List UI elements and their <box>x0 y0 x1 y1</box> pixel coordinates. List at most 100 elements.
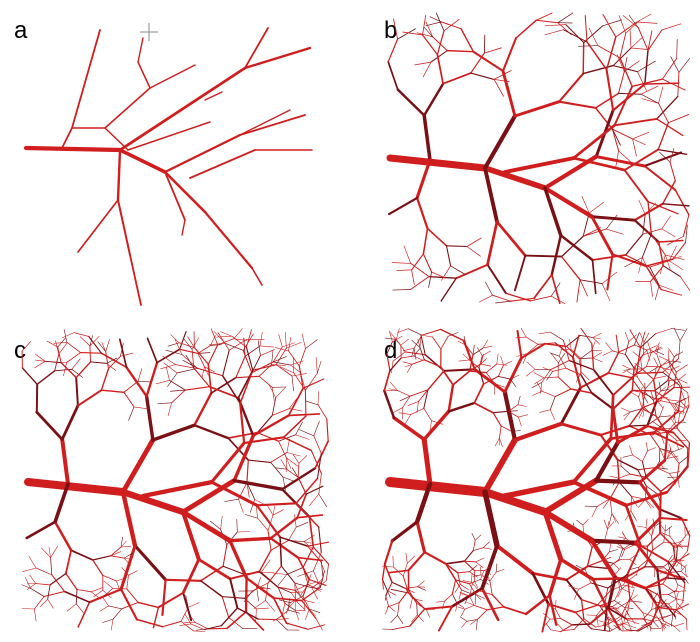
vessel-segment <box>586 41 608 71</box>
vessel-segment <box>638 396 643 409</box>
vessel-segment <box>626 619 640 625</box>
vessel-segment <box>210 328 219 346</box>
vessel-segment <box>275 364 293 377</box>
vessel-segment <box>642 618 653 629</box>
vessel-segment <box>469 571 478 578</box>
vessel-segment <box>166 366 170 381</box>
vessel-segment <box>123 557 133 560</box>
vessel-segment <box>385 605 389 615</box>
vessel-segment <box>590 215 614 256</box>
vessel-segment <box>286 457 292 469</box>
vessel-segment <box>176 367 198 374</box>
vessel-segment <box>669 541 676 549</box>
vessel-segment <box>436 30 445 56</box>
vessel-segment <box>89 335 93 347</box>
vessel-segment <box>426 608 436 611</box>
vessel-segment <box>414 481 433 525</box>
vessel-segment <box>288 350 300 367</box>
vessel-segment <box>168 379 186 391</box>
vessel-segment <box>567 585 579 590</box>
vessel-segment <box>599 600 615 607</box>
vessel-segment <box>667 114 690 124</box>
vessel-segment <box>544 343 568 348</box>
vessel-segment <box>464 605 475 610</box>
vessel-segment <box>287 609 300 614</box>
vessel-segment <box>679 276 691 291</box>
vessel-segment <box>260 559 271 573</box>
vessel-segment <box>629 29 632 49</box>
vessel-segment <box>550 273 561 305</box>
vessel-segment <box>226 531 238 546</box>
vessel-segment <box>641 460 647 478</box>
vessel-segment <box>237 531 251 533</box>
vessel-segment <box>229 577 239 609</box>
vessel-segment <box>655 467 670 474</box>
vessel-segment <box>520 342 546 360</box>
vessel-segment <box>645 441 648 452</box>
vessel-segment <box>462 353 470 361</box>
vessel-segment <box>384 590 388 601</box>
vessel-segment <box>405 586 418 589</box>
vessel-segment <box>233 328 243 340</box>
vessel-segment <box>620 622 627 630</box>
vessel-segment <box>445 245 468 248</box>
vessel-segment <box>607 521 615 530</box>
vessel-segment <box>656 95 679 120</box>
vessel-segment <box>445 563 457 581</box>
vessel-segment <box>489 580 493 596</box>
vessel-segment <box>445 560 466 565</box>
vessel-segment <box>35 583 51 586</box>
vessel-segment <box>628 573 638 581</box>
vessel-segment <box>661 614 674 619</box>
vessel-segment <box>455 263 489 280</box>
vessel-segment <box>224 342 244 351</box>
vessel-segment <box>642 612 649 629</box>
vessel-segment <box>221 596 245 599</box>
vessel-segment <box>637 525 647 528</box>
vessel-segment <box>592 357 603 363</box>
vessel-segment <box>451 579 457 595</box>
vessel-segment <box>566 345 580 360</box>
vessel-segment <box>389 381 398 391</box>
vessel-segment <box>495 543 535 576</box>
vessel-segment <box>607 574 628 589</box>
vessel-segment <box>110 618 114 631</box>
vessel-segment <box>666 465 689 494</box>
vessel-segment <box>417 586 427 591</box>
vessel-segment <box>447 383 455 413</box>
vessel-segment <box>612 389 634 411</box>
vessel-segment <box>277 586 292 594</box>
vessel-segment <box>660 386 667 392</box>
vessel-segment <box>65 572 78 591</box>
vessel-segment <box>663 530 666 543</box>
vessel-segment <box>457 340 467 346</box>
vessel-segment <box>591 577 626 581</box>
vessel-segment <box>33 608 37 622</box>
vessel-segment <box>39 598 49 608</box>
vessel-segment <box>605 68 615 112</box>
vessel-segment <box>430 50 448 63</box>
vessel-segment <box>579 371 610 389</box>
vessel-segment <box>89 335 100 347</box>
vessel-segment <box>25 520 57 540</box>
vessel-segment <box>638 559 648 568</box>
vessel-segment <box>440 335 449 350</box>
vessel-segment <box>544 24 567 27</box>
vessel-segment <box>66 341 81 354</box>
vessel-segment <box>144 394 155 442</box>
vessel-segment <box>676 462 680 480</box>
vessel-segment <box>639 350 647 358</box>
vessel-segment <box>687 392 690 406</box>
vessel-segment <box>641 368 655 381</box>
vessel-segment <box>580 598 601 607</box>
vessel-segment <box>200 580 223 598</box>
vessel-segment <box>550 353 559 364</box>
vessel-segment <box>582 64 614 75</box>
vessel-segment <box>667 381 680 389</box>
vessel-segment <box>632 138 646 146</box>
vessel-segment <box>388 330 393 343</box>
vessel-segment <box>220 515 223 530</box>
vessel-segment <box>652 541 665 551</box>
vessel-segment <box>651 605 662 610</box>
vessel-segment <box>297 570 314 577</box>
